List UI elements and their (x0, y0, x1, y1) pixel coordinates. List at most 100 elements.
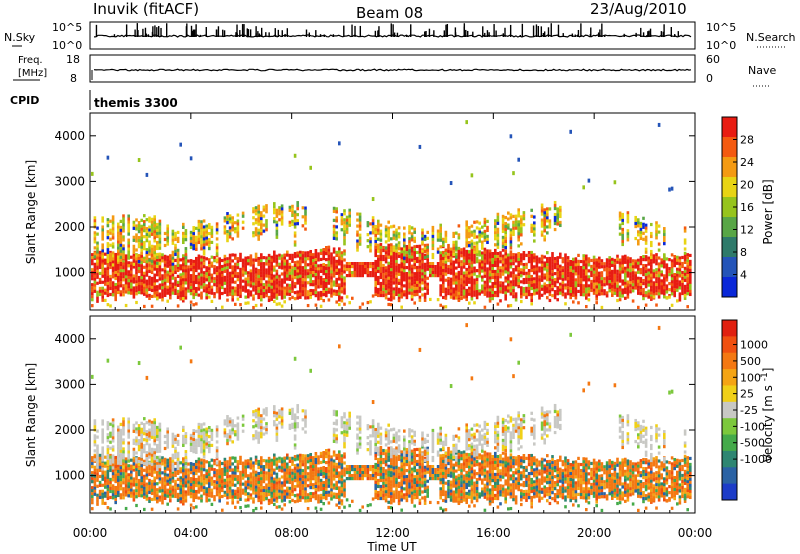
power-cell (137, 236, 141, 240)
power-cell (221, 285, 224, 290)
power-cell (127, 247, 130, 251)
velocity-cell (106, 506, 110, 510)
power-cell (660, 261, 663, 265)
power-cell (104, 267, 107, 271)
power-cell (158, 240, 162, 244)
power-cell (556, 210, 559, 214)
power-cell (345, 265, 349, 269)
power-cell (507, 262, 510, 266)
power-cell (644, 229, 648, 233)
power-cell (379, 248, 383, 253)
velocity-cell (145, 497, 149, 501)
velocity-cell (111, 475, 115, 479)
power-cell (517, 232, 520, 236)
power-cell (169, 260, 172, 264)
power-cell (665, 296, 669, 300)
power-cell (616, 275, 619, 279)
power-cell (481, 278, 484, 282)
power-cell (275, 211, 279, 215)
power-cell (283, 280, 286, 284)
power-cell (153, 236, 156, 240)
power-cell (561, 257, 565, 261)
power-cell (390, 280, 393, 284)
power-cell (187, 277, 190, 281)
power-cell (403, 278, 406, 282)
power-cell (332, 283, 336, 287)
power-cell (416, 250, 419, 255)
power-cell (200, 267, 203, 271)
power-cell (265, 294, 268, 298)
power-cell (158, 292, 162, 296)
power-cell (618, 288, 622, 292)
power-cell (119, 284, 123, 288)
power-cell (639, 230, 643, 235)
power-cell (585, 278, 588, 282)
power-cell (410, 282, 414, 286)
velocity-cell (143, 432, 146, 436)
power-cell (161, 268, 164, 272)
velocity-cell (171, 432, 175, 436)
power-cell (374, 230, 377, 235)
power-cell (470, 294, 474, 298)
velocity-cell (124, 506, 128, 511)
power-cell (338, 271, 341, 275)
power-cell (270, 270, 273, 274)
power-cell (439, 266, 442, 270)
power-cell (330, 258, 333, 262)
velocity-cells (91, 323, 692, 513)
power-cell (91, 298, 94, 302)
power-cell (215, 243, 219, 247)
power-cell (192, 292, 195, 297)
power-cell (540, 209, 544, 213)
power-cell (280, 213, 284, 217)
power-cell (163, 263, 167, 267)
power-cell (202, 256, 206, 260)
power-cell (390, 259, 393, 263)
power-cell (174, 270, 177, 275)
power-cell (348, 271, 351, 275)
velocity-cell (127, 456, 130, 460)
power-cell (517, 251, 520, 256)
power-cell (124, 269, 128, 273)
velocity-cell (158, 422, 162, 426)
power-cell (171, 232, 175, 236)
power-cell (114, 276, 117, 281)
velocity-cell (163, 466, 167, 470)
power-cell (335, 253, 338, 258)
velocity-cell (96, 435, 99, 439)
power-cell (618, 285, 622, 289)
power-cell (377, 222, 380, 226)
power-cell (689, 286, 692, 291)
power-cell (444, 278, 448, 282)
nsearch-label: N.Search (746, 31, 796, 44)
power-cell (491, 294, 494, 298)
power-cell (460, 269, 463, 273)
power-cell (223, 257, 227, 261)
velocity-cell (158, 437, 162, 441)
power-cell (332, 256, 336, 260)
power-cell (533, 259, 536, 263)
power-cell (468, 274, 471, 278)
power-cell (267, 253, 271, 258)
velocity-cell (150, 467, 154, 472)
power-cell (291, 265, 294, 269)
power-cell (535, 264, 539, 268)
power-cell (449, 259, 453, 263)
power-cell (626, 280, 630, 284)
colorbar-segment (722, 117, 737, 138)
velocity-cell (117, 440, 120, 444)
power-cell (460, 290, 463, 294)
power-cell (530, 250, 533, 255)
power-cell (566, 262, 570, 266)
power-cell (143, 214, 146, 218)
velocity-cell (111, 436, 115, 440)
power-cell (137, 278, 141, 283)
power-cell (111, 215, 115, 219)
power-cell (127, 214, 130, 218)
power-cell (114, 294, 117, 299)
power-cell (657, 289, 661, 293)
velocity-cell (145, 457, 149, 461)
power-cell (410, 264, 414, 268)
power-cell (569, 286, 572, 291)
power-cell (122, 253, 125, 257)
